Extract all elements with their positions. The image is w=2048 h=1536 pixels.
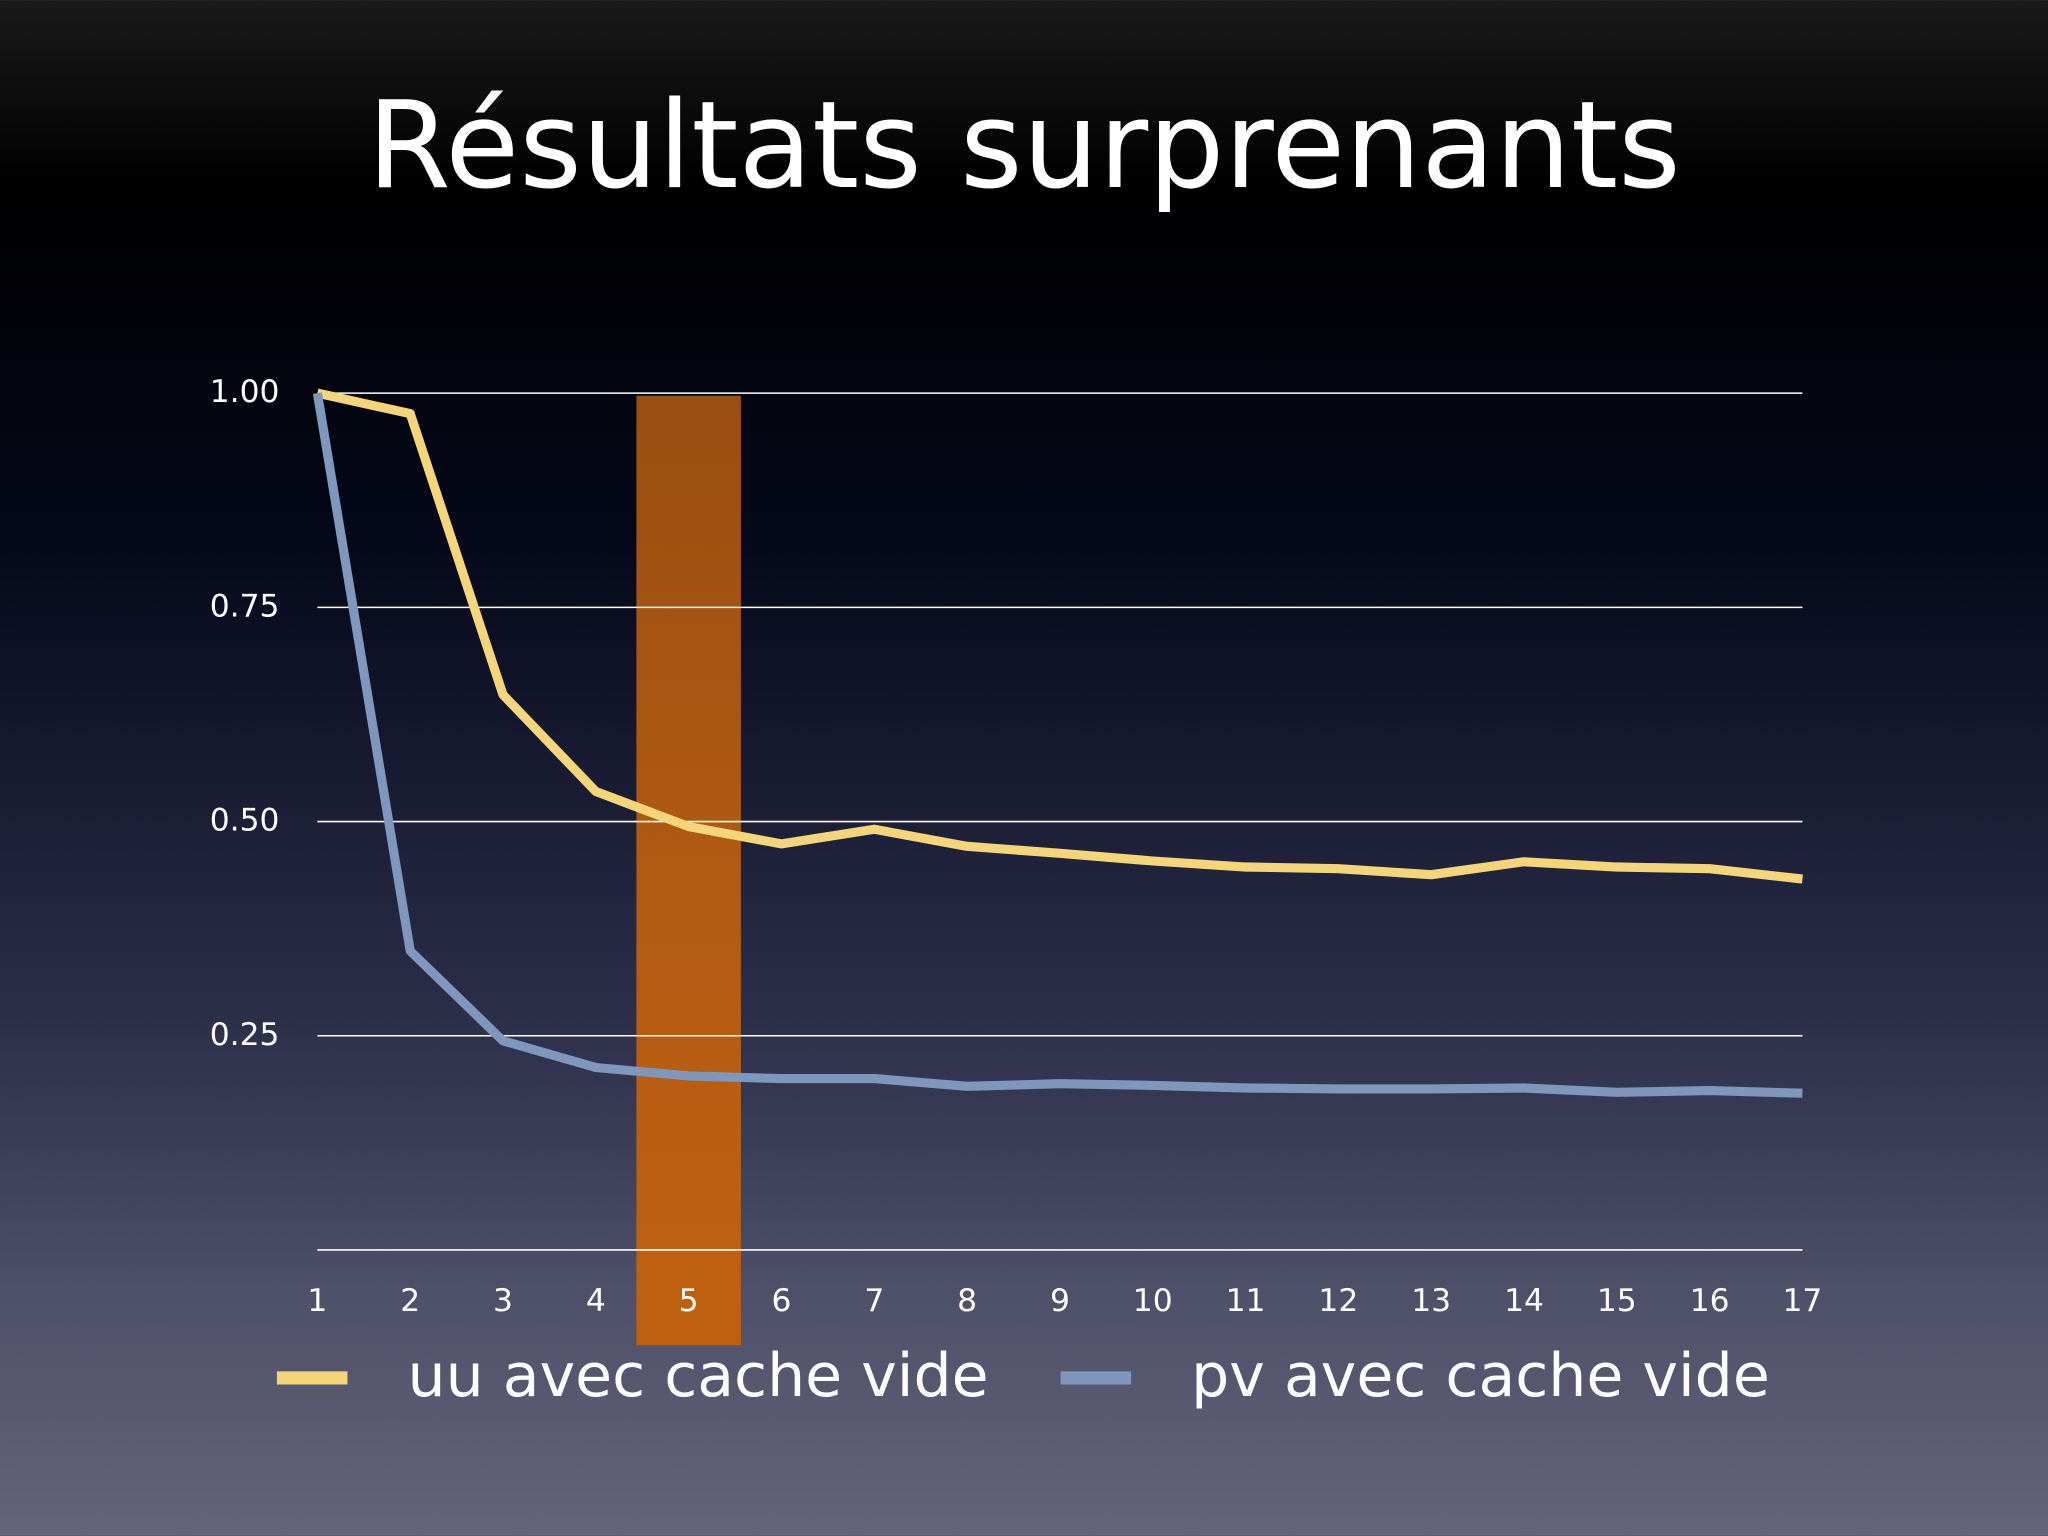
x-tick-label: 1 xyxy=(307,1283,327,1319)
x-tick-label: 10 xyxy=(1133,1283,1173,1319)
x-tick-label: 13 xyxy=(1411,1283,1451,1319)
x-tick-label: 8 xyxy=(957,1283,977,1319)
x-tick-label: 6 xyxy=(772,1283,792,1319)
x-tick-label: 12 xyxy=(1318,1283,1358,1319)
x-tick-label: 16 xyxy=(1690,1283,1730,1319)
x-tick-label: 15 xyxy=(1597,1283,1637,1319)
x-tick-label: 7 xyxy=(864,1283,884,1319)
x-tick-label: 11 xyxy=(1226,1283,1266,1319)
highlight-band xyxy=(636,395,741,1346)
x-tick-label: 5 xyxy=(679,1283,699,1319)
x-tick-label: 2 xyxy=(400,1283,420,1319)
y-tick-label: 0.25 xyxy=(210,1017,280,1053)
series-line xyxy=(316,388,1803,884)
y-tick-label: 0.75 xyxy=(210,588,280,624)
y-tick-label: 1.00 xyxy=(210,374,280,410)
series-line xyxy=(312,392,1803,1098)
x-tick-label: 14 xyxy=(1504,1283,1544,1319)
x-tick-label: 17 xyxy=(1783,1283,1823,1319)
x-tick-label: 3 xyxy=(493,1283,513,1319)
chart-title: Résultats surprenants xyxy=(367,76,1681,216)
y-tick-label: 0.50 xyxy=(210,803,280,839)
x-tick-label: 9 xyxy=(1050,1283,1070,1319)
legend-label: pv avec cache vide xyxy=(1191,1341,1770,1411)
legend-label: uu avec cache vide xyxy=(408,1341,989,1411)
x-tick-label: 4 xyxy=(586,1283,606,1319)
